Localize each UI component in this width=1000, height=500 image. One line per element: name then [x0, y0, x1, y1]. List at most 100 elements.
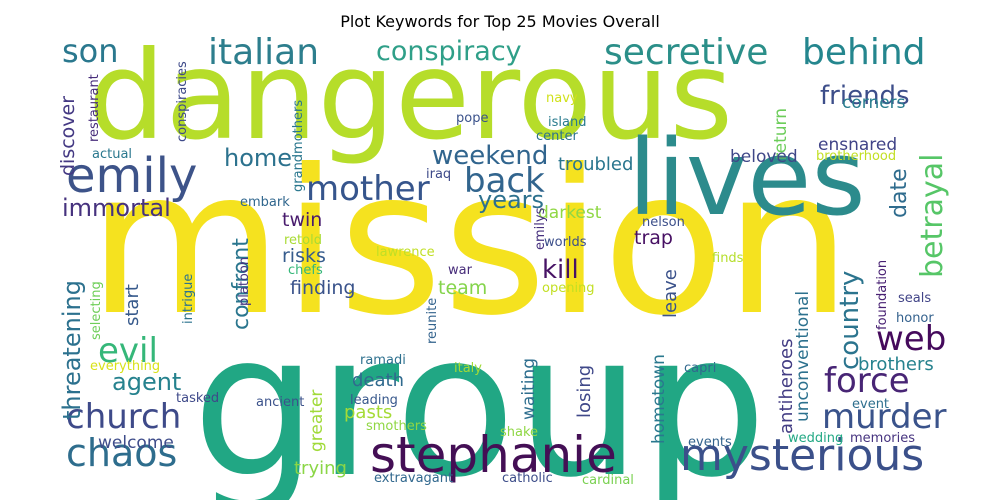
word-italian: italian: [208, 32, 319, 73]
word-losing: losing: [574, 365, 595, 418]
word-smothers: smothers: [366, 419, 427, 434]
word-team: team: [438, 277, 487, 299]
word-welcome: welcome: [98, 433, 174, 453]
word-capri: capri: [684, 361, 716, 376]
word-murder: murder: [822, 397, 947, 437]
word-brothers: brothers: [858, 354, 934, 375]
word-stephanie: stephanie: [370, 426, 617, 484]
word-ensnared: ensnared: [818, 135, 897, 155]
word-nelson: nelson: [642, 215, 685, 230]
word-island: island: [548, 115, 586, 130]
word-twin: twin: [282, 209, 322, 231]
word-leave: leave: [660, 269, 681, 318]
word-pope: pope: [456, 111, 488, 126]
word-dangerous: dangerous: [88, 25, 733, 167]
word-kill: kill: [542, 255, 579, 285]
word-trying: trying: [294, 458, 347, 479]
word-home: home: [224, 144, 292, 172]
word-actual: actual: [92, 147, 132, 162]
word-worlds: worlds: [544, 235, 587, 250]
word-embark: embark: [240, 195, 290, 210]
word-agent: agent: [112, 368, 181, 396]
word-date: date: [887, 168, 912, 218]
word-years: years: [478, 186, 544, 214]
word-platoon: platoon: [237, 257, 252, 306]
word-grandmothers: grandmothers: [291, 100, 306, 192]
word-catholic: catholic: [502, 471, 553, 486]
word-memories: memories: [850, 431, 915, 446]
word-unconventional: unconventional: [793, 291, 813, 422]
word-hometown: hometown: [649, 354, 669, 444]
word-beloved: beloved: [730, 147, 798, 167]
word-son: son: [62, 32, 119, 70]
word-cardinal: cardinal: [582, 473, 634, 488]
word-evil: evil: [98, 331, 158, 371]
word-finding: finding: [290, 277, 355, 299]
word-weekend: weekend: [432, 141, 548, 171]
word-return: return: [771, 108, 791, 160]
word-lives: lives: [628, 117, 866, 239]
word-italy: italy: [454, 361, 482, 376]
word-emilys: emilys: [533, 207, 548, 250]
word-ancient: ancient: [256, 395, 304, 410]
word-foundation: foundation: [875, 260, 890, 330]
word-pasts: pasts: [344, 402, 392, 423]
word-risks: risks: [282, 245, 326, 267]
word-seals: seals: [898, 291, 931, 306]
word-web: web: [876, 319, 946, 359]
word-darkest: darkest: [538, 203, 602, 223]
word-chaos: chaos: [66, 431, 177, 475]
word-church: church: [66, 397, 181, 437]
word-secretive: secretive: [604, 32, 768, 73]
word-waiting: waiting: [519, 358, 539, 420]
word-betrayal: betrayal: [915, 154, 950, 278]
word-conspiracies: conspiracies: [175, 61, 190, 142]
word-retold: retold: [284, 233, 322, 248]
word-brotherhood: brotherhood: [816, 149, 896, 164]
word-discover: discover: [57, 96, 79, 176]
word-lawrence: lawrence: [376, 245, 435, 260]
word-center: center: [536, 129, 578, 144]
word-leading: leading: [350, 393, 398, 408]
word-mother: mother: [306, 169, 430, 209]
word-trap: trap: [634, 227, 673, 249]
word-troubled: troubled: [558, 154, 633, 175]
word-greater: greater: [307, 390, 327, 452]
word-conspiracy: conspiracy: [376, 36, 522, 67]
word-mission: mission: [88, 127, 851, 360]
word-tasked: tasked: [176, 391, 219, 406]
chart-title: Plot Keywords for Top 25 Movies Overall: [340, 12, 660, 31]
word-back: back: [464, 161, 545, 201]
word-ramadi: ramadi: [360, 353, 406, 368]
word-mysterious: mysterious: [680, 430, 924, 481]
word-opening: opening: [542, 281, 595, 296]
word-friends: friends: [820, 81, 910, 111]
word-event: event: [852, 397, 889, 412]
word-selecting: selecting: [89, 281, 104, 340]
word-wedding: wedding: [788, 431, 843, 446]
word-corners: corners: [842, 93, 906, 113]
word-emily: emily: [66, 148, 197, 204]
word-finds: finds: [712, 251, 744, 266]
word-navy: navy: [546, 91, 578, 106]
word-behind: behind: [802, 32, 926, 73]
word-immortal: immortal: [62, 194, 171, 222]
word-iraq: iraq: [426, 167, 451, 182]
word-extravagant: extravagant: [374, 471, 453, 486]
word-start: start: [122, 284, 143, 326]
word-reunite: reunite: [425, 298, 440, 344]
word-shake: shake: [500, 425, 538, 440]
word-war: war: [448, 263, 473, 278]
word-events: events: [688, 435, 732, 450]
word-threatening: threatening: [58, 280, 86, 420]
word-everything: everything: [90, 359, 160, 374]
word-intrigue: intrigue: [181, 274, 196, 324]
word-restaurant: restaurant: [87, 74, 102, 142]
word-honor: honor: [896, 311, 934, 326]
word-antiheroes: antiheroes: [776, 339, 797, 434]
word-force: force: [824, 361, 910, 401]
word-country: country: [835, 271, 865, 370]
word-chefs: chefs: [288, 263, 323, 278]
word-death: death: [352, 370, 404, 391]
